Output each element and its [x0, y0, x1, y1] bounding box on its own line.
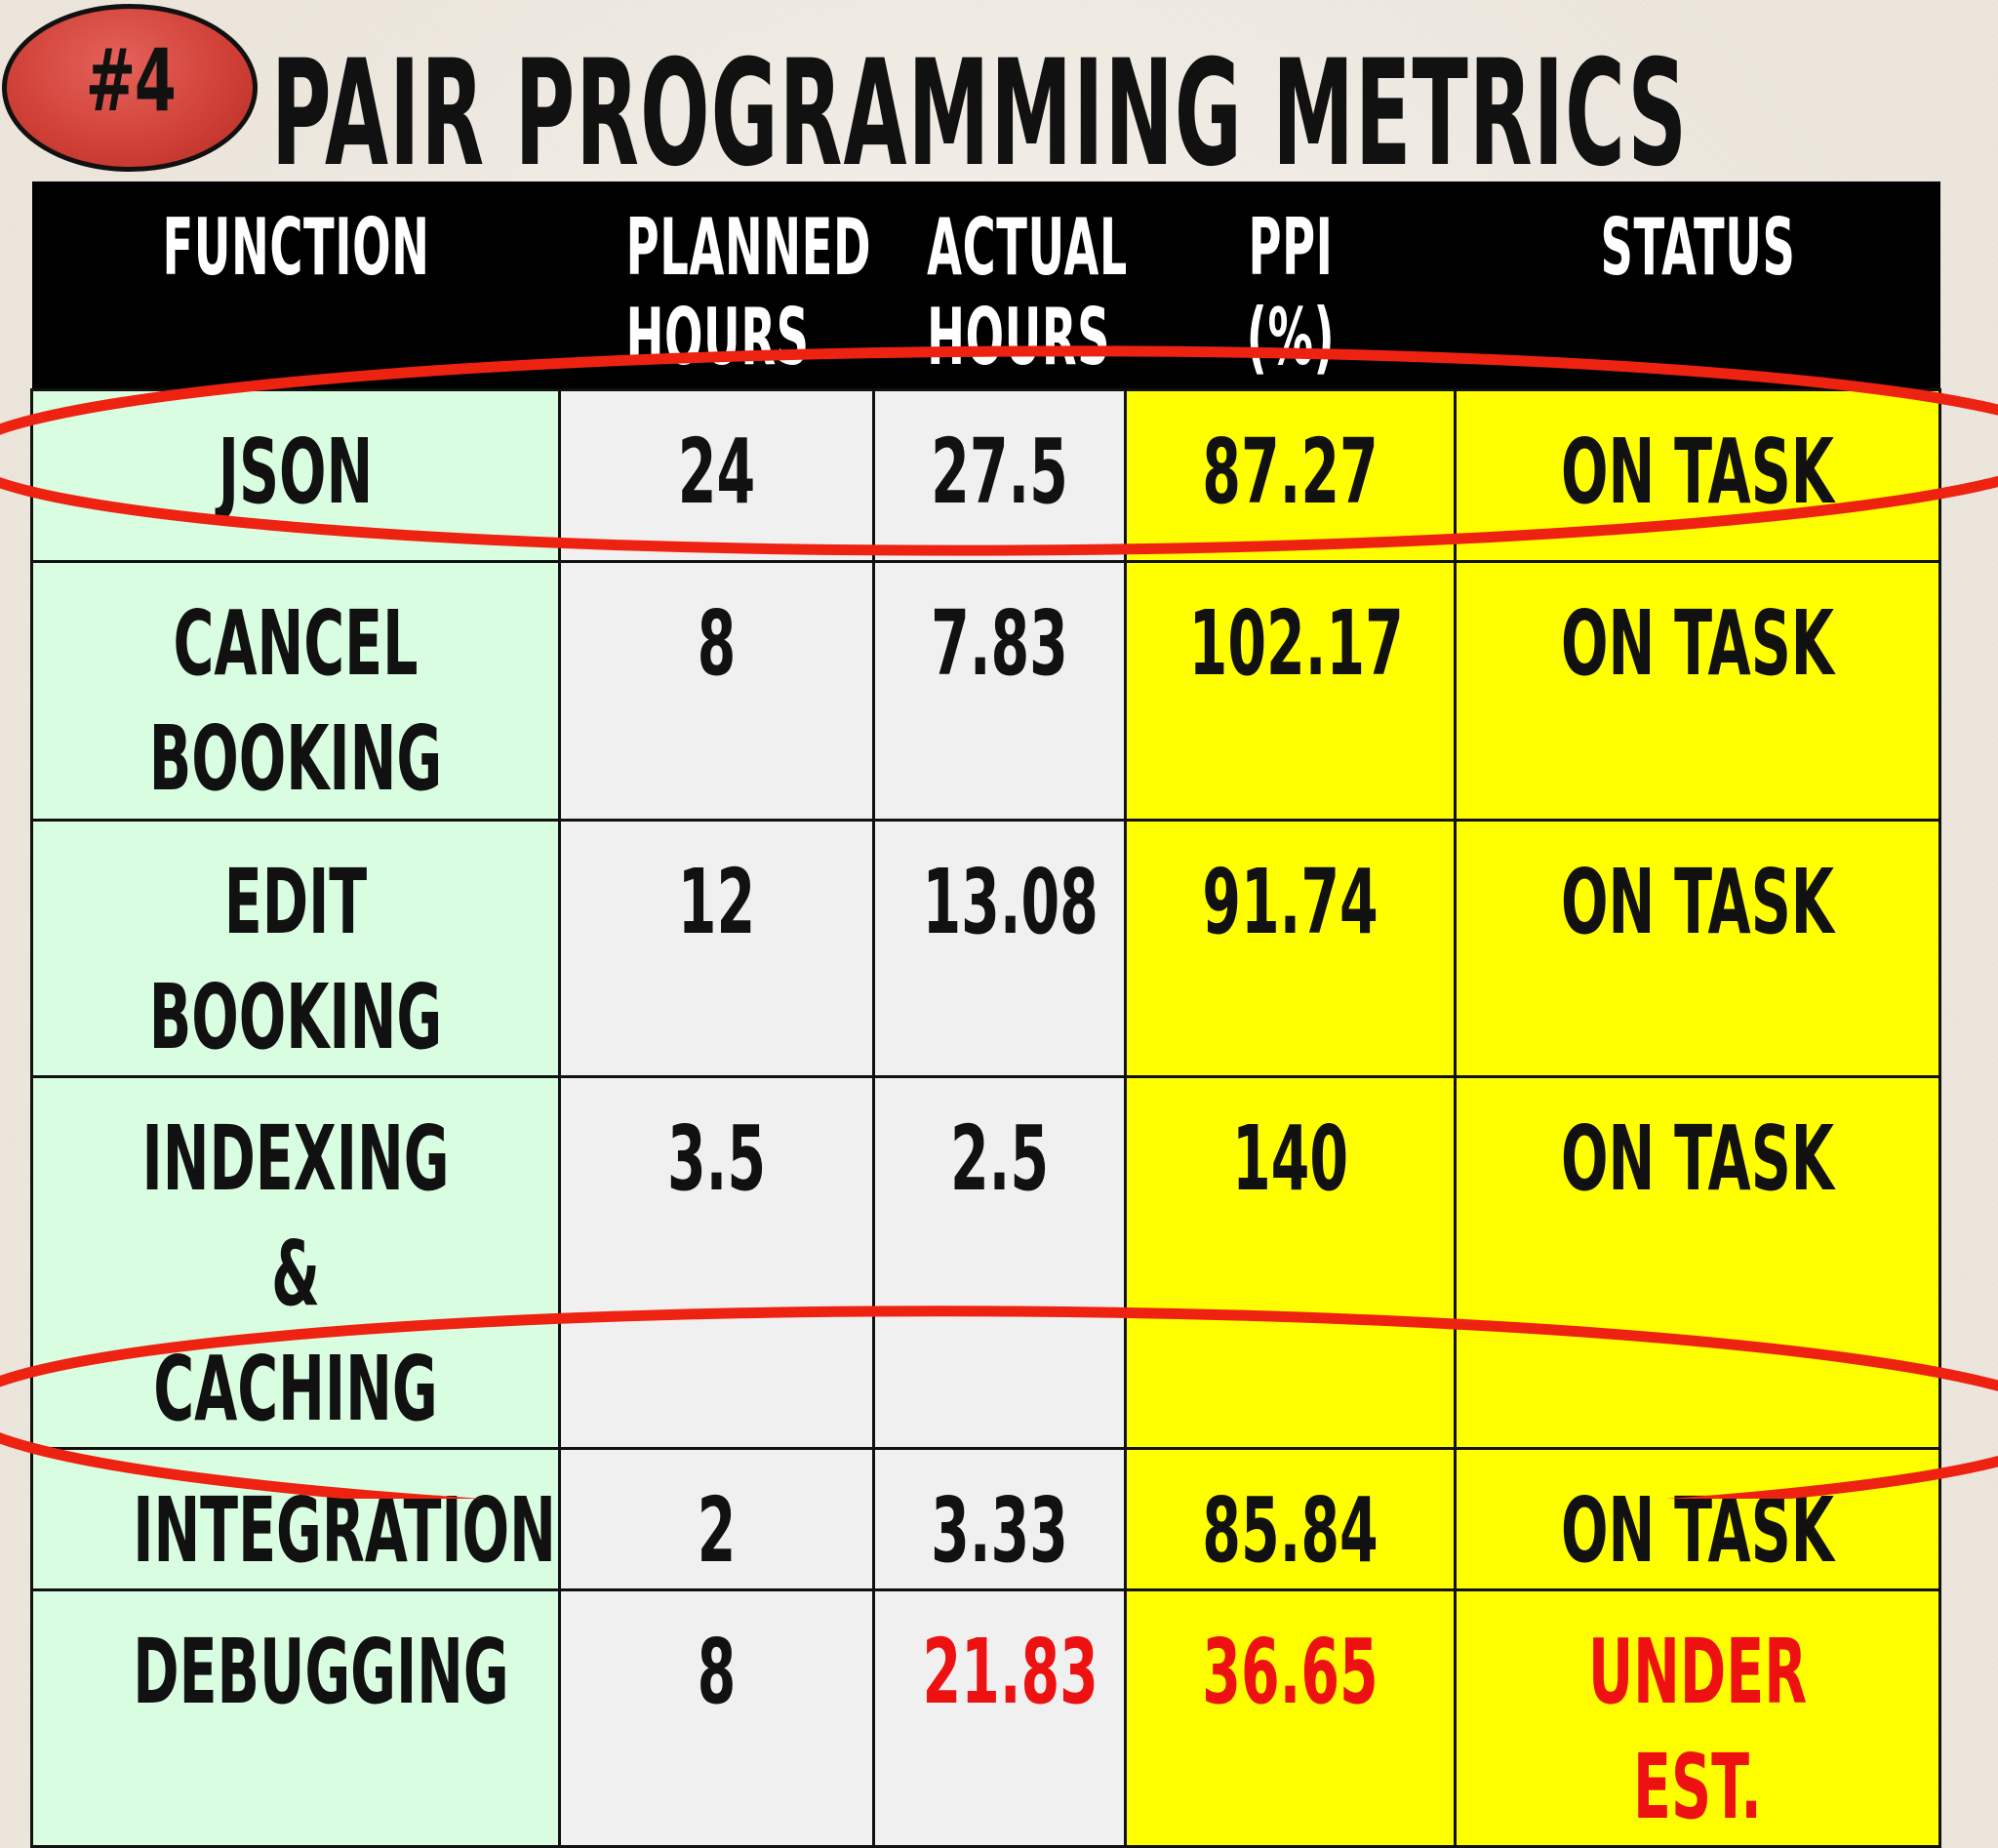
- function-name: Cancel Booking: [148, 591, 443, 811]
- function-name: JSON: [218, 420, 374, 524]
- planned-hours-cell: 8: [558, 1588, 875, 1848]
- status-value: Under Est.: [1587, 1620, 1808, 1839]
- function-cell: Cancel Booking: [30, 560, 561, 822]
- status-value: On Task: [1560, 1106, 1834, 1211]
- planned-hours-cell: 3.5: [558, 1075, 875, 1450]
- function-cell: JSON: [30, 388, 561, 563]
- header-actual-hours: Actual Hours: [873, 181, 1126, 390]
- actual-hours-value: 7.83: [931, 591, 1068, 696]
- ppi-value: 85.84: [1202, 1478, 1379, 1583]
- actual-hours-value: 27.5: [931, 420, 1068, 524]
- table-row: Indexing & Caching 3.5 2.5 140 On Task: [30, 1075, 1941, 1450]
- planned-hours-value: 2: [697, 1478, 737, 1583]
- function-name: Integration: [133, 1478, 556, 1583]
- ppi-cell: 91.74: [1124, 819, 1457, 1078]
- table-row: JSON 24 27.5 87.27 On Task: [30, 388, 1941, 563]
- status-cell: On Task: [1454, 560, 1941, 822]
- actual-hours-value: 13.08: [922, 850, 1099, 954]
- status-value: On Task: [1560, 420, 1834, 524]
- ppi-value: 87.27: [1202, 420, 1379, 524]
- metrics-table-container: Function Planned Hours Actual Hours PPI …: [30, 181, 1941, 1848]
- ppi-cell: 102.17: [1124, 560, 1457, 822]
- function-name: Debugging: [133, 1620, 509, 1724]
- header-function: Function: [31, 181, 560, 390]
- table-row: Integration 2 3.33 85.84 On Task: [30, 1447, 1941, 1591]
- status-cell: On Task: [1454, 1075, 1941, 1450]
- actual-hours-cell: 2.5: [872, 1075, 1127, 1450]
- function-cell: Edit Booking: [30, 819, 561, 1078]
- table-header-row: Function Planned Hours Actual Hours PPI …: [31, 181, 1940, 390]
- header-actual-hours-label: Actual Hours: [926, 202, 1126, 382]
- actual-hours-value: 2.5: [949, 1106, 1050, 1211]
- header-ppi-label: PPI (%): [1246, 202, 1335, 382]
- actual-hours-value: 3.33: [931, 1478, 1068, 1583]
- ppi-cell: 87.27: [1124, 388, 1457, 563]
- ppi-value: 140: [1231, 1106, 1349, 1211]
- slide-title: Pair Programming Metrics: [271, 29, 1689, 199]
- metrics-table: Function Planned Hours Actual Hours PPI …: [30, 181, 1941, 1848]
- slide-number: #4: [85, 30, 176, 131]
- ppi-value: 91.74: [1202, 850, 1379, 954]
- header-function-label: Function: [161, 202, 430, 293]
- planned-hours-value: 24: [677, 420, 756, 524]
- actual-hours-cell: 7.83: [872, 560, 1127, 822]
- actual-hours-cell: 3.33: [872, 1447, 1127, 1591]
- table-row: Debugging 8 21.83 36.65 Under Est.: [30, 1588, 1941, 1848]
- actual-hours-value: 21.83: [922, 1620, 1099, 1724]
- header-status: Status: [1455, 181, 1940, 390]
- actual-hours-cell: 21.83: [872, 1588, 1127, 1848]
- status-cell: Under Est.: [1454, 1588, 1941, 1848]
- table-row: Edit Booking 12 13.08 91.74 On Task: [30, 819, 1941, 1078]
- planned-hours-value: 8: [697, 591, 737, 696]
- planned-hours-value: 8: [697, 1620, 737, 1724]
- status-value: On Task: [1560, 591, 1834, 696]
- function-cell: Debugging: [30, 1588, 561, 1848]
- ppi-cell: 36.65: [1124, 1588, 1457, 1848]
- status-cell: On Task: [1454, 388, 1941, 563]
- status-value: On Task: [1560, 850, 1834, 954]
- header-ppi: PPI (%): [1125, 181, 1456, 390]
- function-cell: Indexing & Caching: [30, 1075, 561, 1450]
- planned-hours-cell: 12: [558, 819, 875, 1078]
- header-status-label: Status: [1599, 202, 1795, 293]
- planned-hours-cell: 2: [558, 1447, 875, 1591]
- actual-hours-cell: 27.5: [872, 388, 1127, 563]
- actual-hours-cell: 13.08: [872, 819, 1127, 1078]
- status-cell: On Task: [1454, 819, 1941, 1078]
- header-planned-hours: Planned Hours: [559, 181, 874, 390]
- ppi-cell: 140: [1124, 1075, 1457, 1450]
- planned-hours-value: 3.5: [666, 1106, 767, 1211]
- function-name: Indexing & Caching: [141, 1106, 450, 1441]
- planned-hours-cell: 8: [558, 560, 875, 822]
- ppi-cell: 85.84: [1124, 1447, 1457, 1591]
- header-planned-hours-label: Planned Hours: [625, 202, 871, 382]
- ppi-value: 36.65: [1202, 1620, 1379, 1724]
- function-name: Edit Booking: [148, 850, 443, 1069]
- table-row: Cancel Booking 8 7.83 102.17 On Task: [30, 560, 1941, 822]
- ppi-value: 102.17: [1188, 591, 1404, 696]
- function-cell: Integration: [30, 1447, 561, 1591]
- planned-hours-value: 12: [677, 850, 756, 954]
- status-cell: On Task: [1454, 1447, 1941, 1591]
- planned-hours-cell: 24: [558, 388, 875, 563]
- status-value: On Task: [1560, 1478, 1834, 1583]
- slide-number-badge: #4: [2, 4, 258, 172]
